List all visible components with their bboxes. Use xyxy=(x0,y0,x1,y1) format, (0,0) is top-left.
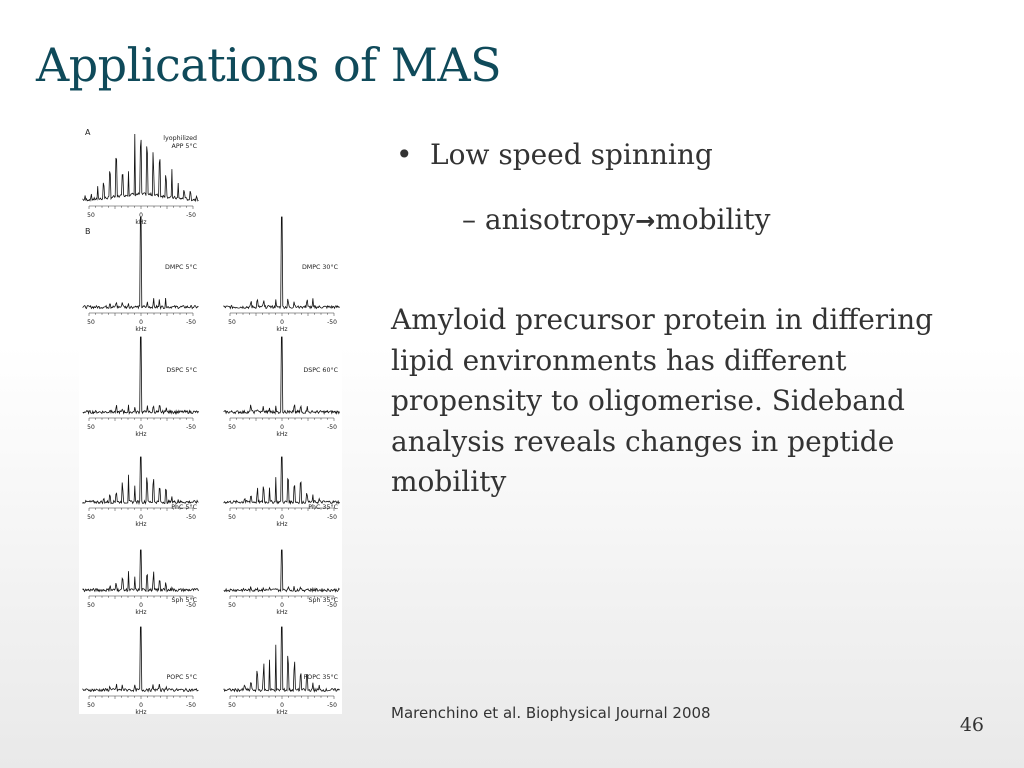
tick-label-left: 50 xyxy=(228,702,236,709)
spectrum-trace xyxy=(223,626,340,693)
panel-a-label: A xyxy=(85,128,91,137)
spectrum-label: DMPC 30°C xyxy=(302,263,339,271)
spectrum-trace xyxy=(82,549,199,593)
tick-label-right: -50 xyxy=(327,602,337,609)
spectrum-label: POPC 35°C xyxy=(303,673,338,681)
tick-label-mid: 0 xyxy=(280,514,284,521)
tick-label-mid: 0 xyxy=(139,424,143,431)
tick-label-mid: 0 xyxy=(139,702,143,709)
sub-bullet-left: anisotropy xyxy=(484,203,636,236)
nmr-spectra-figure: A B 50 0 -50 kHz lyophilized APP 5°C 50 0 -50 kHz DM… xyxy=(79,122,342,714)
spectrum-trace xyxy=(82,336,199,415)
tick-label-right: -50 xyxy=(327,319,337,326)
tick-label-mid: 0 xyxy=(280,424,284,431)
spectrum-label: lyophilized xyxy=(163,135,197,142)
spectrum-label: DSPC 5°C xyxy=(166,366,197,374)
bullet-item: • Low speed spinning xyxy=(396,138,713,171)
body-paragraph: Amyloid precursor protein in differing l… xyxy=(391,303,934,498)
spectrum-trace xyxy=(223,216,340,310)
axis-unit-label: kHz xyxy=(135,431,146,438)
right-arrow-icon: → xyxy=(635,207,656,235)
page-number: 46 xyxy=(959,714,984,736)
axis-unit-label: kHz xyxy=(276,609,287,616)
spectrum-trace xyxy=(82,216,199,310)
tick-label-right: -50 xyxy=(186,212,196,219)
sub-bullet-item: – anisotropy→mobility xyxy=(462,203,770,236)
spectrum-label: DSPC 60°C xyxy=(303,366,338,374)
tick-label-right: -50 xyxy=(186,702,196,709)
spectrum-trace xyxy=(223,336,340,415)
slide-title: Applications of MAS xyxy=(36,38,502,92)
axis-unit-label: kHz xyxy=(135,521,146,528)
tick-label-right: -50 xyxy=(327,514,337,521)
tick-label-mid: 0 xyxy=(280,702,284,709)
tick-label-right: -50 xyxy=(186,514,196,521)
tick-label-mid: 0 xyxy=(280,602,284,609)
sub-bullet-dash: – xyxy=(462,203,476,236)
tick-label-left: 50 xyxy=(87,602,95,609)
tick-label-left: 50 xyxy=(87,514,95,521)
axis-unit-label: kHz xyxy=(276,709,287,714)
tick-label-mid: 0 xyxy=(139,319,143,326)
spectrum-label: APP 5°C xyxy=(172,142,198,150)
tick-label-left: 50 xyxy=(87,319,95,326)
spectrum-label: Sph 5°C xyxy=(171,596,197,604)
tick-label-left: 50 xyxy=(228,514,236,521)
axis-unit-label: kHz xyxy=(276,326,287,333)
spectrum-label: Sph 35°C xyxy=(308,596,338,604)
spectrum-trace xyxy=(223,549,340,593)
sub-bullet-right: mobility xyxy=(655,203,771,236)
spectrum-trace xyxy=(82,626,199,693)
citation: Marenchino et al. Biophysical Journal 20… xyxy=(391,704,711,722)
tick-label-mid: 0 xyxy=(139,602,143,609)
tick-label-mid: 0 xyxy=(280,319,284,326)
axis-unit-label: kHz xyxy=(135,609,146,616)
spectrum-trace xyxy=(223,456,340,505)
tick-label-mid: 0 xyxy=(139,514,143,521)
spectrum-label: PhC 35°C xyxy=(308,503,338,511)
spectrum-label: POPC 5°C xyxy=(166,673,197,681)
spectrum-trace xyxy=(82,456,199,506)
panel-b-label: B xyxy=(85,227,91,236)
tick-label-right: -50 xyxy=(186,424,196,431)
axis-unit-label: kHz xyxy=(276,521,287,528)
spectrum-trace xyxy=(82,133,199,203)
tick-label-mid: 0 xyxy=(139,212,143,219)
tick-label-right: -50 xyxy=(186,602,196,609)
axis-unit-label: kHz xyxy=(135,326,146,333)
bullet-text: Low speed spinning xyxy=(430,138,713,171)
tick-label-left: 50 xyxy=(87,212,95,219)
tick-label-left: 50 xyxy=(228,319,236,326)
tick-label-left: 50 xyxy=(87,424,95,431)
tick-label-left: 50 xyxy=(87,702,95,709)
bullet-marker: • xyxy=(396,138,413,171)
axis-unit-label: kHz xyxy=(276,431,287,438)
tick-label-right: -50 xyxy=(327,424,337,431)
tick-label-left: 50 xyxy=(228,602,236,609)
tick-label-right: -50 xyxy=(327,702,337,709)
axis-unit-label: kHz xyxy=(135,709,146,714)
tick-label-right: -50 xyxy=(186,319,196,326)
spectrum-label: DMPC 5°C xyxy=(165,263,198,271)
spectrum-label: PhC 5°C xyxy=(171,503,197,511)
tick-label-left: 50 xyxy=(228,424,236,431)
